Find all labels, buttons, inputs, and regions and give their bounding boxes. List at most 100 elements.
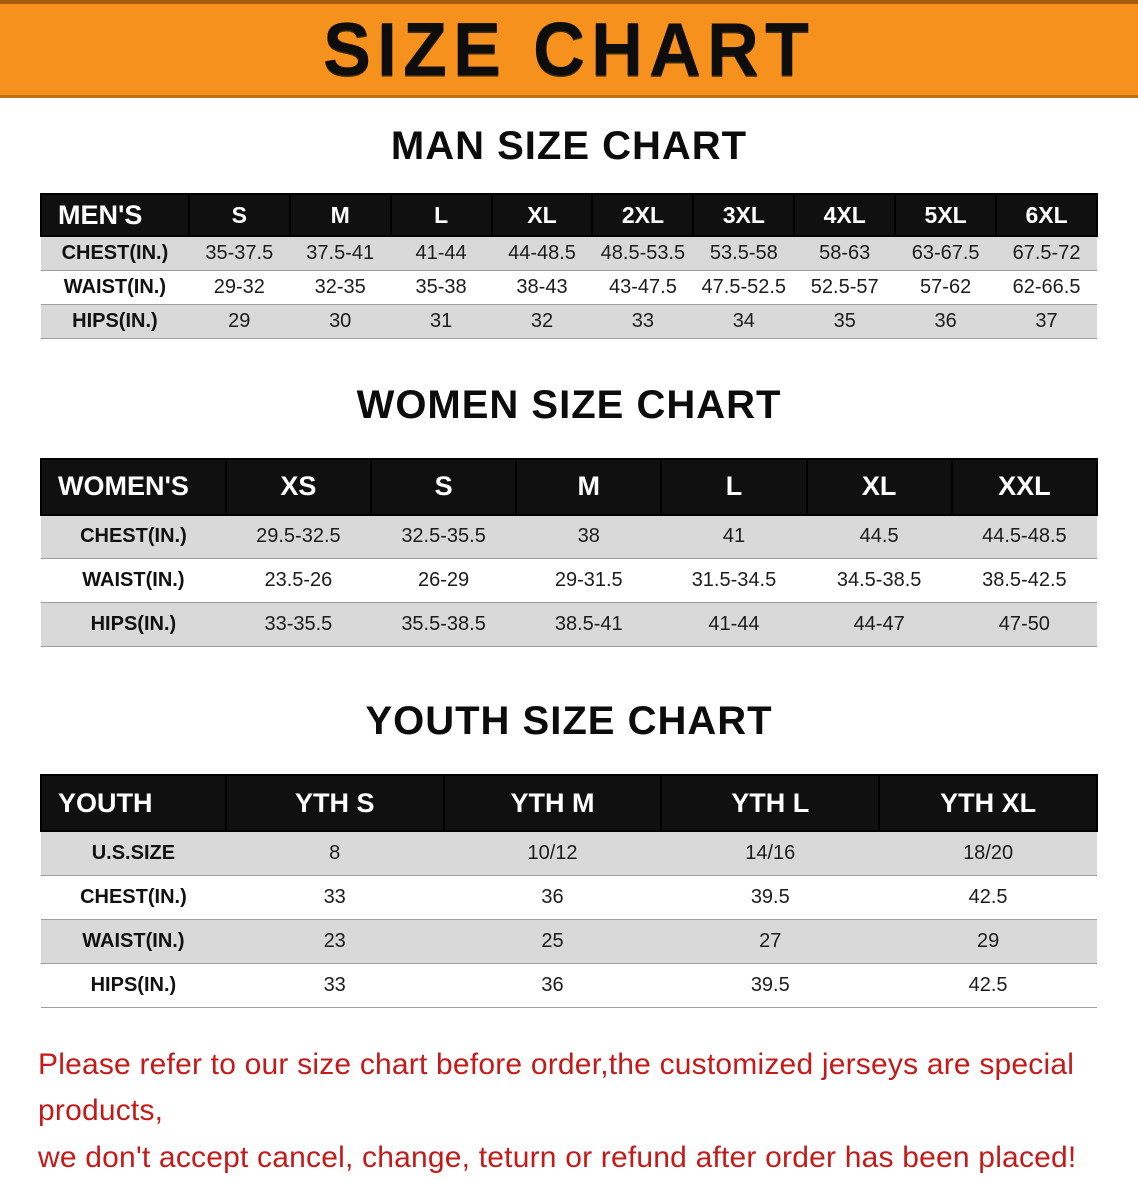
table-row: CHEST(IN.) 35-37.5 37.5-41 41-44 44-48.5… (41, 236, 1097, 270)
column-header: 5XL (895, 194, 996, 236)
size-value-cell: 42.5 (879, 875, 1097, 919)
size-value-cell: 35-38 (391, 270, 492, 304)
table-row: HIPS(IN.) 33 36 39.5 42.5 (41, 963, 1097, 1007)
column-header: 4XL (794, 194, 895, 236)
column-header: 3XL (693, 194, 794, 236)
size-value-cell: 34.5-38.5 (807, 559, 952, 603)
size-value-cell: 33 (226, 875, 444, 919)
column-header: XS (226, 459, 371, 515)
column-header: YTH S (226, 775, 444, 831)
table-row: WAIST(IN.) 29-32 32-35 35-38 38-43 43-47… (41, 270, 1097, 304)
size-value-cell: 35 (794, 304, 895, 338)
size-value-cell: 10/12 (444, 831, 662, 875)
table-row: WAIST(IN.) 23.5-26 26-29 29-31.5 31.5-34… (41, 559, 1097, 603)
size-value-cell: 44-48.5 (492, 236, 593, 270)
row-label-cell: WAIST(IN.) (41, 270, 189, 304)
women-table-title: WOMEN'S (41, 459, 226, 515)
youth-section: YOUTH SIZE CHART YOUTH YTH S YTH M YTH L… (0, 699, 1138, 1008)
banner: SIZE CHART (0, 0, 1138, 98)
column-header: 2XL (592, 194, 693, 236)
women-heading: WOMEN SIZE CHART (0, 383, 1138, 428)
size-value-cell: 41 (661, 515, 806, 559)
row-label-cell: CHEST(IN.) (41, 515, 226, 559)
size-value-cell: 41-44 (391, 236, 492, 270)
size-value-cell: 32 (492, 304, 593, 338)
size-value-cell: 42.5 (879, 963, 1097, 1007)
table-row: WAIST(IN.) 23 25 27 29 (41, 919, 1097, 963)
size-value-cell: 32.5-35.5 (371, 515, 516, 559)
table-row: HIPS(IN.) 29 30 31 32 33 34 35 36 37 (41, 304, 1097, 338)
size-value-cell: 67.5-72 (996, 236, 1097, 270)
row-label-cell: U.S.SIZE (41, 831, 226, 875)
size-value-cell: 18/20 (879, 831, 1097, 875)
size-value-cell: 44.5-48.5 (952, 515, 1097, 559)
column-header: M (290, 194, 391, 236)
column-header: 6XL (996, 194, 1097, 236)
size-value-cell: 23.5-26 (226, 559, 371, 603)
size-value-cell: 36 (444, 875, 662, 919)
column-header: L (391, 194, 492, 236)
column-header: YTH M (444, 775, 662, 831)
size-value-cell: 29-31.5 (516, 559, 661, 603)
youth-table-title: YOUTH (41, 775, 226, 831)
youth-size-table: YOUTH YTH S YTH M YTH L YTH XL U.S.SIZE … (40, 774, 1098, 1008)
row-label-cell: CHEST(IN.) (41, 875, 226, 919)
size-value-cell: 8 (226, 831, 444, 875)
size-value-cell: 43-47.5 (592, 270, 693, 304)
men-size-table: MEN'S S M L XL 2XL 3XL 4XL 5XL 6XL CHEST… (40, 193, 1098, 339)
size-value-cell: 33 (226, 963, 444, 1007)
size-value-cell: 38-43 (492, 270, 593, 304)
row-label-cell: WAIST(IN.) (41, 559, 226, 603)
size-value-cell: 29.5-32.5 (226, 515, 371, 559)
column-header: S (189, 194, 290, 236)
size-value-cell: 48.5-53.5 (592, 236, 693, 270)
column-header: XXL (952, 459, 1097, 515)
table-row: CHEST(IN.) 29.5-32.5 32.5-35.5 38 41 44.… (41, 515, 1097, 559)
youth-header-row: YOUTH YTH S YTH M YTH L YTH XL (41, 775, 1097, 831)
size-value-cell: 29-32 (189, 270, 290, 304)
size-value-cell: 47.5-52.5 (693, 270, 794, 304)
size-value-cell: 58-63 (794, 236, 895, 270)
disclaimer: Please refer to our size chart before or… (38, 1042, 1106, 1181)
size-value-cell: 35-37.5 (189, 236, 290, 270)
table-row: HIPS(IN.) 33-35.5 35.5-38.5 38.5-41 41-4… (41, 603, 1097, 647)
table-row: CHEST(IN.) 33 36 39.5 42.5 (41, 875, 1097, 919)
size-value-cell: 23 (226, 919, 444, 963)
size-value-cell: 33 (592, 304, 693, 338)
size-value-cell: 27 (661, 919, 879, 963)
size-value-cell: 32-35 (290, 270, 391, 304)
column-header: XL (492, 194, 593, 236)
size-value-cell: 35.5-38.5 (371, 603, 516, 647)
size-value-cell: 36 (895, 304, 996, 338)
men-heading: MAN SIZE CHART (0, 124, 1138, 169)
size-value-cell: 37 (996, 304, 1097, 338)
size-value-cell: 62-66.5 (996, 270, 1097, 304)
column-header: YTH L (661, 775, 879, 831)
size-value-cell: 37.5-41 (290, 236, 391, 270)
youth-heading: YOUTH SIZE CHART (0, 699, 1138, 744)
size-value-cell: 39.5 (661, 875, 879, 919)
women-section: WOMEN SIZE CHART WOMEN'S XS S M L XL XXL… (0, 383, 1138, 648)
disclaimer-line-2: we don't accept cancel, change, teturn o… (38, 1135, 1106, 1181)
women-header-row: WOMEN'S XS S M L XL XXL (41, 459, 1097, 515)
column-header: L (661, 459, 806, 515)
size-value-cell: 38 (516, 515, 661, 559)
size-value-cell: 47-50 (952, 603, 1097, 647)
size-value-cell: 39.5 (661, 963, 879, 1007)
size-value-cell: 63-67.5 (895, 236, 996, 270)
men-table-title: MEN'S (41, 194, 189, 236)
row-label-cell: HIPS(IN.) (41, 603, 226, 647)
men-header-row: MEN'S S M L XL 2XL 3XL 4XL 5XL 6XL (41, 194, 1097, 236)
disclaimer-line-1: Please refer to our size chart before or… (38, 1042, 1106, 1135)
row-label-cell: WAIST(IN.) (41, 919, 226, 963)
size-value-cell: 57-62 (895, 270, 996, 304)
column-header: XL (807, 459, 952, 515)
size-value-cell: 53.5-58 (693, 236, 794, 270)
size-value-cell: 29 (189, 304, 290, 338)
size-value-cell: 38.5-41 (516, 603, 661, 647)
men-section: MAN SIZE CHART MEN'S S M L XL 2XL 3XL 4X… (0, 124, 1138, 339)
column-header: YTH XL (879, 775, 1097, 831)
column-header: M (516, 459, 661, 515)
size-value-cell: 25 (444, 919, 662, 963)
size-value-cell: 31.5-34.5 (661, 559, 806, 603)
